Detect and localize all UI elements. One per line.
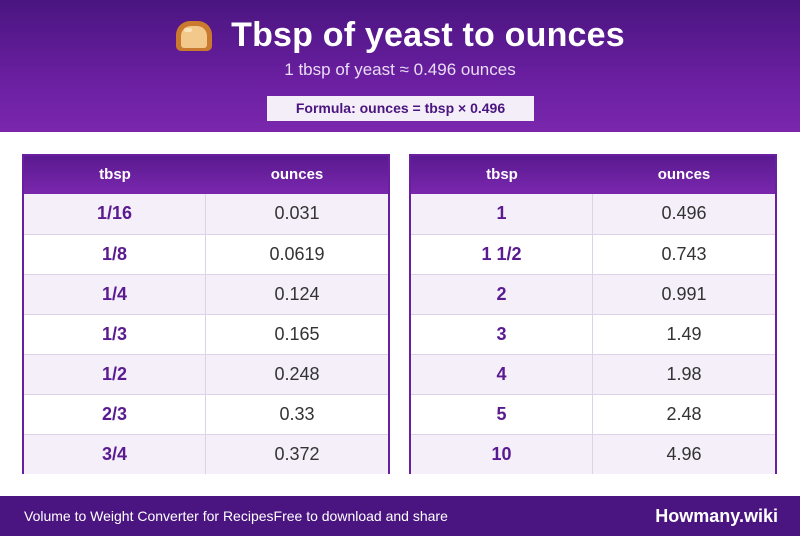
column-header-ounces: ounces xyxy=(657,166,711,183)
ounces-cell: 0.496 xyxy=(661,203,707,223)
column-header-tbsp: tbsp xyxy=(486,166,518,183)
tbsp-cell: 5 xyxy=(411,395,593,434)
tbsp-cell: 3 xyxy=(411,315,593,354)
table-row: 4 1.98 xyxy=(411,354,775,394)
ounces-cell: 1.49 xyxy=(666,324,702,344)
tbsp-cell: 2 xyxy=(411,275,593,314)
footer-description: Volume to Weight Converter for RecipesFr… xyxy=(24,496,448,536)
table-header: tbsp ounces xyxy=(411,156,775,194)
column-header-ounces: ounces xyxy=(270,166,324,183)
table-row: 1/4 0.124 xyxy=(24,274,388,314)
tbsp-cell: 4 xyxy=(411,355,593,394)
tbsp-cell: 1/3 xyxy=(24,315,206,354)
tbsp-cell: 1 1/2 xyxy=(411,235,593,274)
table-row: 3/4 0.372 xyxy=(24,434,388,474)
tbsp-cell: 1/4 xyxy=(24,275,206,314)
table-row: 10 4.96 xyxy=(411,434,775,474)
table-row: 2/3 0.33 xyxy=(24,394,388,434)
header-banner: Tbsp of yeast to ounces 1 tbsp of yeast … xyxy=(0,0,800,132)
tbsp-cell: 1/16 xyxy=(24,194,206,234)
tbsp-cell: 3/4 xyxy=(24,435,206,474)
ounces-cell: 0.165 xyxy=(274,324,320,344)
conversion-table-right: tbsp ounces 1 0.496 1 1/2 0.743 2 0.991 3 1.49 4… xyxy=(409,154,777,474)
ounces-cell: 0.031 xyxy=(274,203,320,223)
table-body: 1 0.496 1 1/2 0.743 2 0.991 3 1.49 4 1.98 5 2.48 10 4… xyxy=(411,194,775,474)
subtitle: 1 tbsp of yeast ≈ 0.496 ounces xyxy=(284,60,516,79)
footer-description-2: Free to download and share xyxy=(273,508,448,524)
table-body: 1/16 0.031 1/8 0.0619 1/4 0.124 1/3 0.165 1/2 0.2… xyxy=(24,194,388,474)
tbsp-cell: 10 xyxy=(411,435,593,474)
bread-icon xyxy=(175,18,213,52)
formula-box: Formula: ounces = tbsp × 0.496 xyxy=(267,96,534,121)
table-row: 1/16 0.031 xyxy=(24,194,388,234)
ounces-cell: 0.124 xyxy=(274,284,320,304)
ounces-cell: 2.48 xyxy=(666,404,702,424)
table-row: 1/3 0.165 xyxy=(24,314,388,354)
footer-bar: Volume to Weight Converter for RecipesFr… xyxy=(0,496,800,536)
ounces-cell: 0.991 xyxy=(661,284,707,304)
title-row: Tbsp of yeast to ounces xyxy=(0,14,800,56)
table-row: 1/2 0.248 xyxy=(24,354,388,394)
ounces-cell: 4.96 xyxy=(666,444,702,464)
ounces-cell: 0.0619 xyxy=(269,244,325,264)
table-row: 1 1/2 0.743 xyxy=(411,234,775,274)
page-title: Tbsp of yeast to ounces xyxy=(231,15,625,54)
table-row: 2 0.991 xyxy=(411,274,775,314)
brand-logo-text[interactable]: Howmany.wiki xyxy=(655,506,778,526)
table-row: 3 1.49 xyxy=(411,314,775,354)
table-row: 1 0.496 xyxy=(411,194,775,234)
ounces-cell: 0.33 xyxy=(279,404,315,424)
tbsp-cell: 1/2 xyxy=(24,355,206,394)
ounces-cell: 1.98 xyxy=(666,364,702,384)
tbsp-cell: 2/3 xyxy=(24,395,206,434)
tbsp-cell: 1/8 xyxy=(24,235,206,274)
conversion-table-left: tbsp ounces 1/16 0.031 1/8 0.0619 1/4 0.124 1/… xyxy=(22,154,390,474)
ounces-cell: 0.248 xyxy=(274,364,320,384)
table-row: 5 2.48 xyxy=(411,394,775,434)
ounces-cell: 0.372 xyxy=(274,444,320,464)
table-header: tbsp ounces xyxy=(24,156,388,194)
footer-description-1: Volume to Weight Converter for Recipes xyxy=(24,508,274,524)
column-header-tbsp: tbsp xyxy=(99,166,131,183)
table-row: 1/8 0.0619 xyxy=(24,234,388,274)
tbsp-cell: 1 xyxy=(411,194,593,234)
ounces-cell: 0.743 xyxy=(661,244,707,264)
